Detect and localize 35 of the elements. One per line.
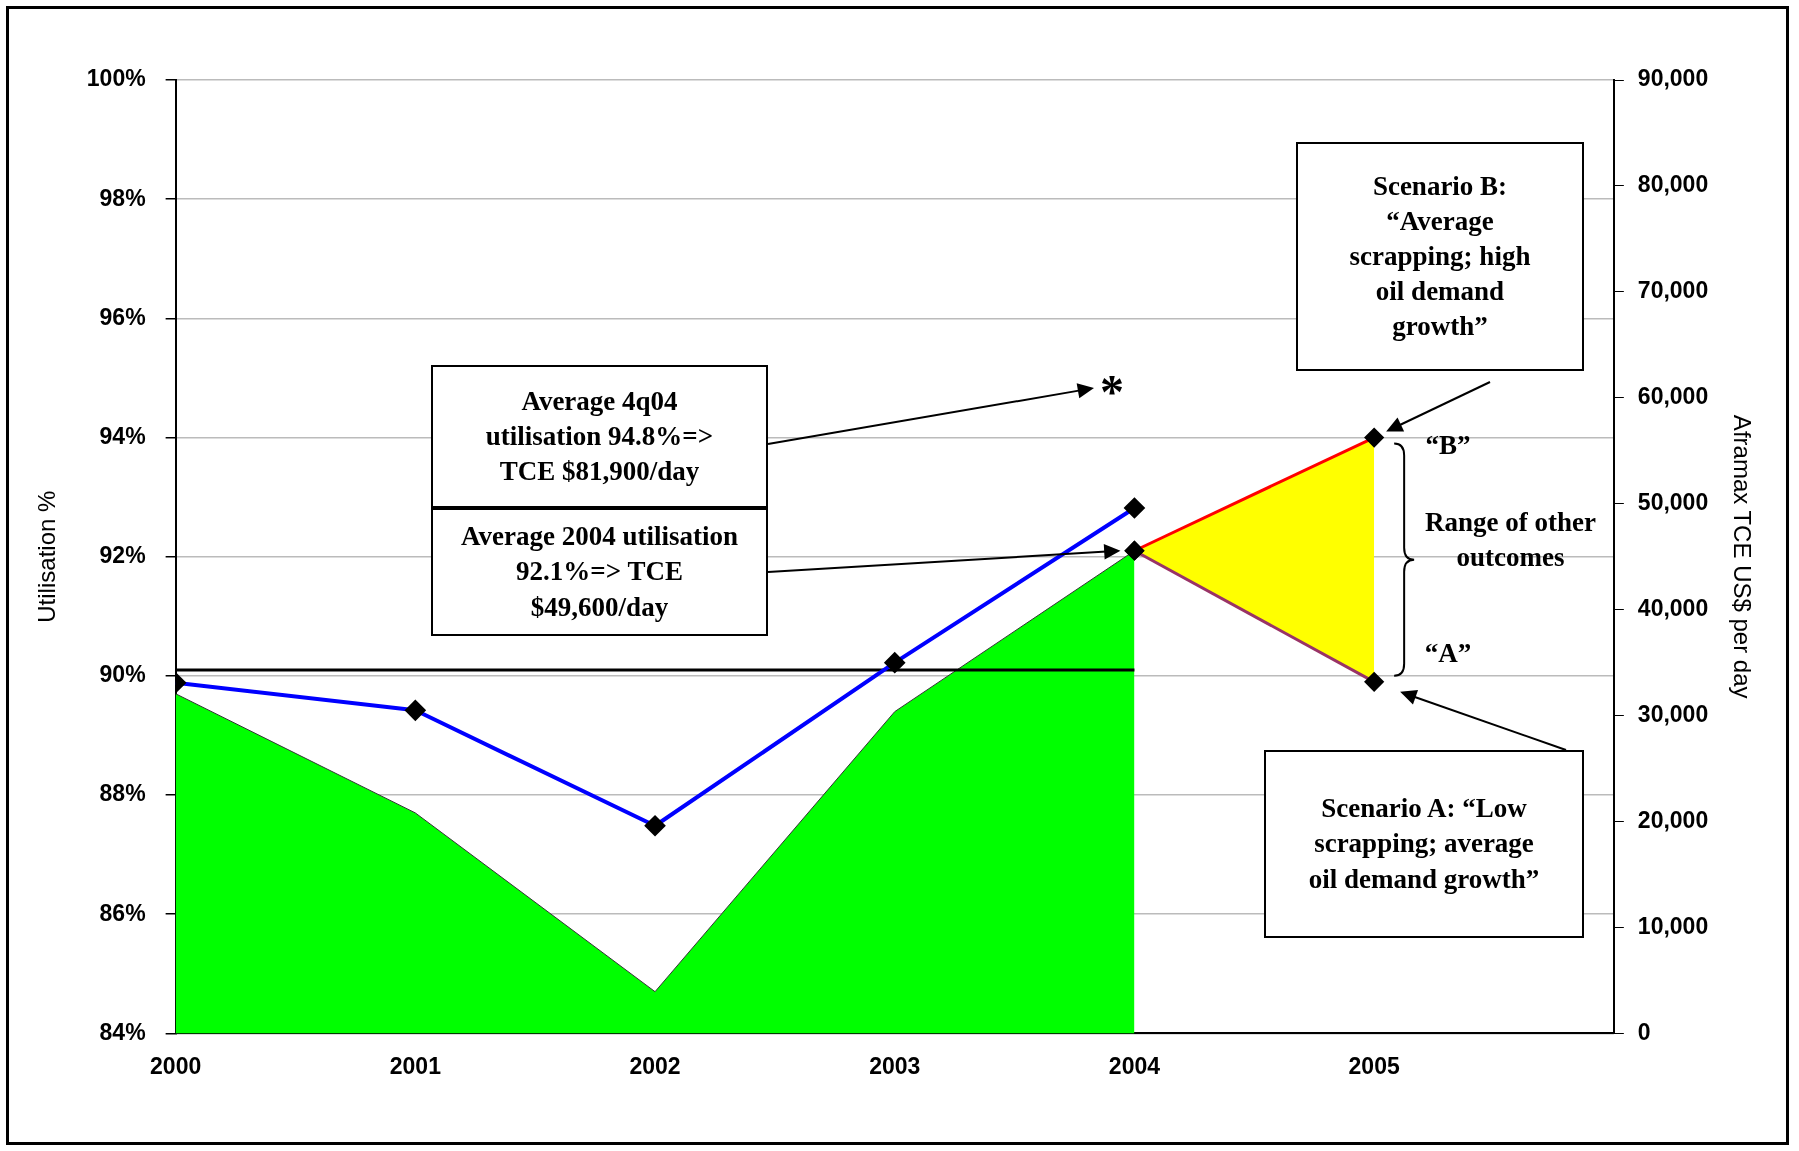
x-tick-label: 2001 — [389, 1052, 442, 1079]
y-tick-label: 90% — [99, 661, 146, 688]
y2-tick-label: 70,000 — [1637, 277, 1709, 304]
y-tick-label: 100% — [86, 65, 146, 92]
y2-axis-title: Aframax TCE US$ per day — [1728, 414, 1756, 699]
x-tick-label: 2005 — [1348, 1052, 1400, 1079]
x-tick-label: 2002 — [629, 1052, 681, 1079]
y2-tick-label: 10,000 — [1637, 912, 1709, 939]
y-tick-label: 86% — [99, 899, 146, 926]
x-tick-label: 2000 — [150, 1052, 202, 1079]
y-tick-label: 92% — [99, 542, 146, 569]
y2-tick-label: 30,000 — [1637, 700, 1709, 727]
annotation: “B” — [1424, 429, 1472, 462]
annotation: Average 2004 utilisation 92.1%=> TCE $49,600/day — [461, 520, 738, 624]
annotation: * — [1100, 365, 1124, 418]
y2-tick-label: 90,000 — [1637, 65, 1709, 92]
x-tick-label: 2004 — [1108, 1052, 1161, 1079]
y2-tick-label: 20,000 — [1637, 806, 1709, 833]
y2-tick-label: 50,000 — [1637, 489, 1709, 516]
y-tick-label: 96% — [99, 303, 146, 330]
annotation: Scenario B: “Average scrapping; high oil demand growth” — [1348, 169, 1532, 344]
x-tick-label: 2003 — [869, 1052, 921, 1079]
annotation: Scenario A: “Low scrapping; average oil demand growth” — [1307, 792, 1541, 896]
annotation: “A” — [1423, 637, 1473, 670]
y-tick-label: 88% — [99, 780, 146, 807]
y2-tick-label: 60,000 — [1637, 383, 1709, 410]
annotation: Range of other outcomes — [1424, 506, 1597, 575]
y2-tick-label: 40,000 — [1637, 595, 1709, 622]
y-tick-label: 98% — [99, 184, 146, 211]
y2-tick-label: 0 — [1637, 1018, 1651, 1045]
y2-tick-label: 80,000 — [1637, 171, 1709, 198]
annotation: Average 4q04 utilisation 94.8%=> TCE $81,900/day — [484, 384, 715, 489]
y-tick-label: 84% — [99, 1018, 146, 1045]
y-tick-label: 94% — [99, 422, 146, 449]
y-axis-title: Utilisation % — [33, 490, 61, 623]
